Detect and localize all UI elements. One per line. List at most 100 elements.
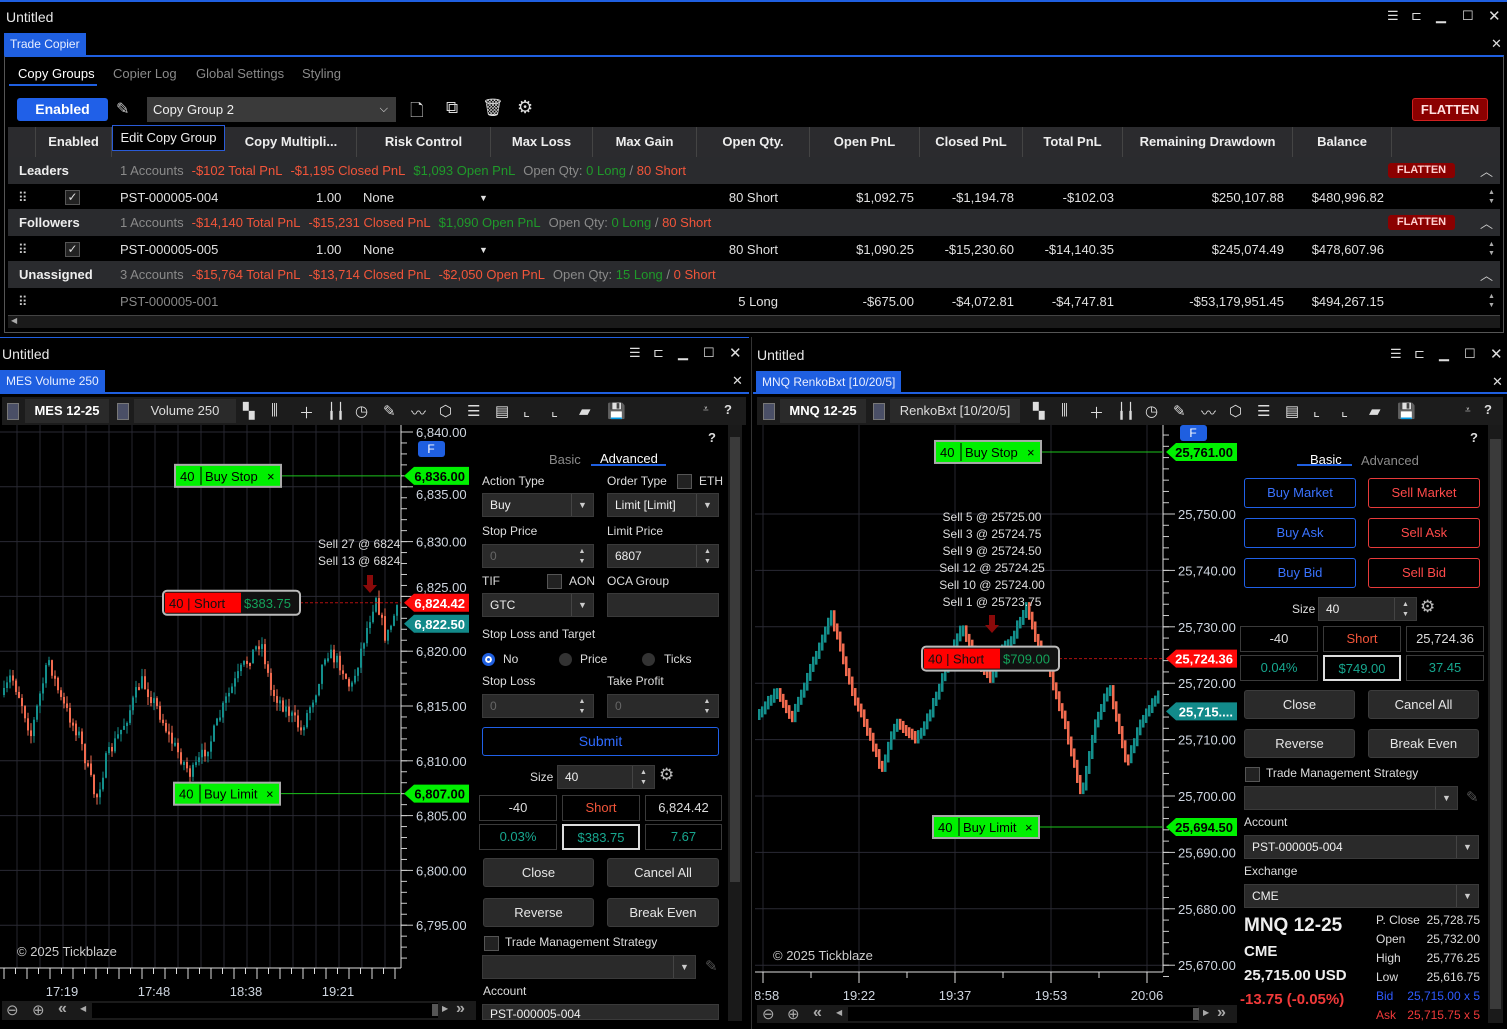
new-group-icon[interactable]: 🗋 (410, 101, 424, 120)
risk-dropdown-icon[interactable]: ▼ (479, 245, 488, 255)
report-icon[interactable]: ▤ (1285, 403, 1300, 420)
radio-ticks[interactable] (642, 653, 655, 666)
fit-icon[interactable]: ▚ (243, 403, 255, 420)
symbol-selector[interactable]: MNQ 12-25 (780, 399, 866, 423)
scroll-thumb[interactable] (1193, 1008, 1199, 1020)
drag-handle-icon[interactable]: ⠿ (18, 294, 28, 309)
axis-x-icon[interactable]: ⌞ (1313, 403, 1321, 420)
panel-scrollbar[interactable] (728, 425, 742, 1021)
clock-icon[interactable]: ◷ (1145, 403, 1159, 420)
crosshair-icon[interactable]: ＋ (1089, 405, 1105, 422)
flatten-all-button[interactable]: FLATTEN (1412, 98, 1488, 121)
tms-select[interactable]: ▼ (1244, 786, 1458, 810)
column-header-enabled[interactable]: Enabled (36, 127, 112, 157)
stepper-icon[interactable]: ▲ ▼ (703, 698, 711, 715)
chart-scrollbar[interactable]: ⊖ ⊕ « ◀ ▶ » (757, 1004, 1237, 1023)
size-input[interactable]: 40 ▲ ▼ (1318, 597, 1417, 621)
draw-icon[interactable]: ✎ (1173, 403, 1186, 420)
zoom-in-icon[interactable]: ⊕ (787, 1006, 800, 1023)
row-scroll-icon[interactable]: ▲ ▼ (1488, 241, 1495, 257)
tab-mnq-renko[interactable]: MNQ RenkoBxt [10/20/5] (756, 371, 902, 393)
group-flatten-button[interactable]: FLATTEN (1388, 215, 1455, 230)
help-icon[interactable]: ? (724, 402, 732, 417)
tms-select[interactable]: ▼ (482, 955, 696, 979)
stop-loss-input[interactable]: 0 ▲ ▼ (482, 694, 594, 718)
subtab-copy-groups[interactable]: Copy Groups (18, 66, 95, 81)
axis-y-icon[interactable]: ⌞ (1341, 403, 1349, 420)
tab-advanced[interactable]: Advanced (1361, 453, 1419, 468)
tab-mes-volume[interactable]: MES Volume 250 (0, 370, 105, 392)
scroll-thumb[interactable] (432, 1004, 438, 1016)
collapse-chevron-icon[interactable]: ︿ (1480, 268, 1494, 283)
column-header-closed-pnl[interactable]: Closed PnL (920, 127, 1023, 157)
object-icon[interactable]: ⬡ (439, 403, 453, 420)
stepper-icon[interactable]: ▲ ▼ (578, 698, 586, 715)
column-header-copy-multipli-[interactable]: Copy Multipli... (226, 127, 357, 157)
crosshair-icon[interactable]: ＋ (299, 405, 315, 422)
cancel-all-button[interactable]: Cancel All (607, 858, 719, 887)
column-header-open-pnl[interactable]: Open PnL (810, 127, 920, 157)
indicators-icon[interactable]: ⫼ (271, 402, 278, 419)
minimize-icon[interactable]: ▁ (678, 345, 688, 360)
pin-icon[interactable]: ⊏ (653, 345, 664, 360)
sell-market-button[interactable]: Sell Market (1368, 478, 1480, 508)
fit-icon[interactable]: ▚ (1033, 403, 1045, 420)
scroll-left-icon[interactable]: ◀ (11, 316, 18, 325)
risk-dropdown-icon[interactable]: ▼ (479, 193, 488, 203)
group-row-followers[interactable]: Followers 1 Accounts -$14,140 Total PnL -$1… (8, 209, 1500, 236)
draw-icon[interactable]: ✎ (383, 403, 396, 420)
row-scroll-icon[interactable]: ▲ ▼ (1488, 293, 1495, 309)
scroll-start-icon[interactable]: « (58, 1000, 67, 1017)
scroll-right-icon[interactable]: ▶ (442, 1004, 449, 1013)
take-profit-input[interactable]: 0 ▲ ▼ (607, 694, 719, 718)
close-position-button[interactable]: Close (483, 858, 594, 887)
tif-select[interactable]: GTC ▼ (482, 593, 594, 617)
drag-handle-icon[interactable]: ⠿ (18, 190, 28, 205)
scroll-end-icon[interactable]: » (456, 1000, 465, 1017)
column-header-open-qty-[interactable]: Open Qty. (697, 127, 810, 157)
scroll-end-icon[interactable]: » (1217, 1004, 1226, 1021)
column-header-max-gain[interactable]: Max Gain (593, 127, 697, 157)
period-selector[interactable]: RenkoBxt [10/20/5] (890, 399, 1020, 423)
risk-control[interactable]: None (363, 190, 395, 205)
save-icon[interactable]: 💾 (1397, 403, 1416, 420)
enabled-toggle-button[interactable]: Enabled (17, 98, 108, 121)
horizontal-scrollbar[interactable]: ◀ (8, 315, 1500, 328)
scroll-right-icon[interactable]: ▶ (1203, 1008, 1210, 1017)
menu-icon[interactable]: ☰ (1387, 8, 1399, 23)
edit-tms-pencil-icon[interactable]: ✎ (1466, 789, 1479, 806)
order-type-select[interactable]: Limit [Limit] ▼ (607, 493, 719, 517)
bar-type-icon[interactable]: ╽╽ (1117, 403, 1136, 420)
subtab-styling[interactable]: Styling (302, 66, 342, 81)
tms-checkbox[interactable] (1245, 767, 1260, 782)
column-header-total-pnl[interactable]: Total PnL (1023, 127, 1123, 157)
oca-group-input[interactable] (607, 593, 719, 617)
save-icon[interactable]: 💾 (607, 403, 626, 420)
tms-checkbox[interactable] (484, 936, 499, 951)
help-icon[interactable]: ? (1470, 430, 1478, 445)
edit-pencil-icon[interactable]: ✎ (116, 101, 130, 118)
account-select[interactable]: PST-000005-004 (482, 1004, 719, 1020)
drag-handle-icon[interactable]: ⠿ (18, 242, 28, 257)
close-window-icon[interactable]: ✕ (729, 345, 742, 362)
collapse-chevron-icon[interactable]: ︿ (1480, 216, 1494, 231)
stepper-icon[interactable]: ▲ ▼ (632, 766, 654, 788)
stepper-icon[interactable]: ▲ ▼ (696, 545, 718, 567)
mes-chart[interactable]: 6,840.00 6,835.00 6,830.00 6,825.00 6,820.00… (0, 425, 476, 1001)
subtab-global-settings[interactable]: Global Settings (196, 66, 285, 81)
tab-advanced[interactable]: Advanced (600, 451, 658, 466)
account-row[interactable]: ⠿ ✓ PST-000005-005 1.00 None ▼ 80 Short $1,090.… (8, 237, 1500, 263)
size-settings-gear-icon[interactable]: ⚙ (659, 765, 675, 784)
cancel-all-button[interactable]: Cancel All (1368, 690, 1479, 719)
stepper-icon[interactable]: ▲ ▼ (1394, 598, 1416, 620)
break-even-button[interactable]: Break Even (607, 898, 719, 927)
buy-ask-button[interactable]: Buy Ask (1244, 518, 1356, 548)
list-icon[interactable]: ☰ (467, 403, 481, 420)
radio-price[interactable] (559, 653, 572, 666)
aon-checkbox[interactable] (547, 574, 562, 589)
pin-icon[interactable]: ⊏ (1414, 346, 1425, 361)
scroll-left-icon[interactable]: ◀ (80, 1004, 87, 1013)
column-header-balance[interactable]: Balance (1293, 127, 1392, 157)
close-tab-icon[interactable]: ✕ (1491, 36, 1502, 51)
bar-type-icon[interactable]: ╽╽ (327, 403, 346, 420)
